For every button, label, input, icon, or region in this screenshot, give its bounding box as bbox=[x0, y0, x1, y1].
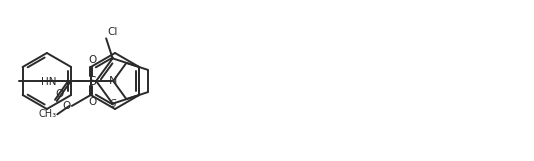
Text: S: S bbox=[110, 99, 116, 109]
Text: S: S bbox=[88, 75, 96, 87]
Text: O: O bbox=[56, 89, 64, 99]
Text: Cl: Cl bbox=[107, 27, 117, 37]
Text: O: O bbox=[62, 101, 71, 111]
Text: CH₃: CH₃ bbox=[38, 109, 56, 119]
Text: O: O bbox=[88, 97, 96, 107]
Text: HN: HN bbox=[41, 77, 56, 87]
Text: O: O bbox=[88, 55, 96, 65]
Text: N: N bbox=[109, 76, 117, 86]
